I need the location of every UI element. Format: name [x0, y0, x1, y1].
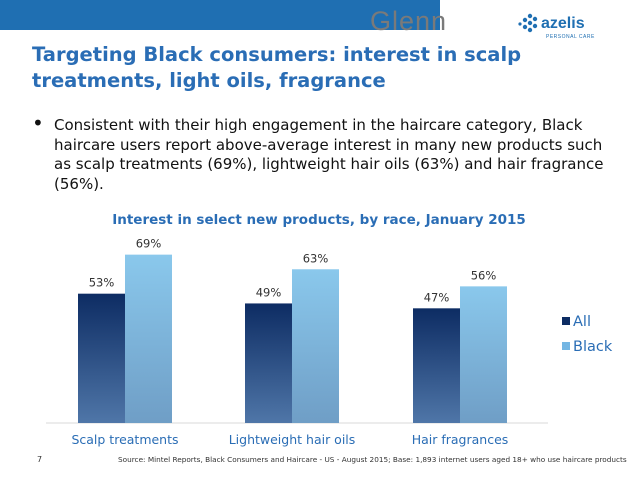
bullet-text: Consistent with their high engagement in… — [54, 116, 604, 193]
top-accent-bar — [0, 0, 440, 30]
slide-title: Targeting Black consumers: interest in s… — [32, 43, 522, 92]
data-label-black-lightweight-hair-oils: 63% — [303, 251, 329, 265]
data-label-all-hair-fragrances: 47% — [424, 290, 450, 304]
data-label-all-lightweight-hair-oils: 49% — [256, 285, 282, 299]
data-label-black-scalp-treatments: 69% — [136, 237, 162, 251]
legend-label-black: Black — [573, 339, 613, 355]
category-label-hair-fragrances: Hair fragrances — [412, 432, 509, 447]
legend-swatch-all — [562, 317, 570, 325]
legend-swatch-black — [562, 342, 570, 350]
category-label-scalp-treatments: Scalp treatments — [71, 432, 178, 447]
glenn-logo: Glenn — [370, 6, 448, 36]
bullet-dot-icon: • — [32, 111, 44, 135]
bullet-point: • Consistent with their high engagement … — [32, 111, 617, 194]
bar-all-scalp-treatments — [78, 293, 125, 423]
bar-all-hair-fragrances — [413, 308, 460, 423]
data-label-black-hair-fragrances: 56% — [471, 268, 497, 282]
azelis-wordmark: azelis — [541, 15, 585, 32]
category-label-lightweight-hair-oils: Lightweight hair oils — [229, 432, 356, 447]
bar-black-lightweight-hair-oils — [292, 269, 339, 423]
azelis-subtitle: PERSONAL CARE — [546, 34, 595, 40]
page-number: 7 — [37, 455, 43, 464]
azelis-dots-icon — [518, 13, 538, 33]
bar-black-hair-fragrances — [460, 286, 507, 423]
bar-black-scalp-treatments — [125, 254, 172, 423]
legend-label-all: All — [573, 314, 591, 330]
azelis-logo: azelis PERSONAL CARE — [518, 13, 595, 40]
source-note: Source: Mintel Reports, Black Consumers … — [118, 455, 627, 464]
chart-title: Interest in select new products, by race… — [112, 212, 526, 228]
bar-all-lightweight-hair-oils — [245, 303, 292, 423]
data-label-all-scalp-treatments: 53% — [89, 276, 115, 290]
